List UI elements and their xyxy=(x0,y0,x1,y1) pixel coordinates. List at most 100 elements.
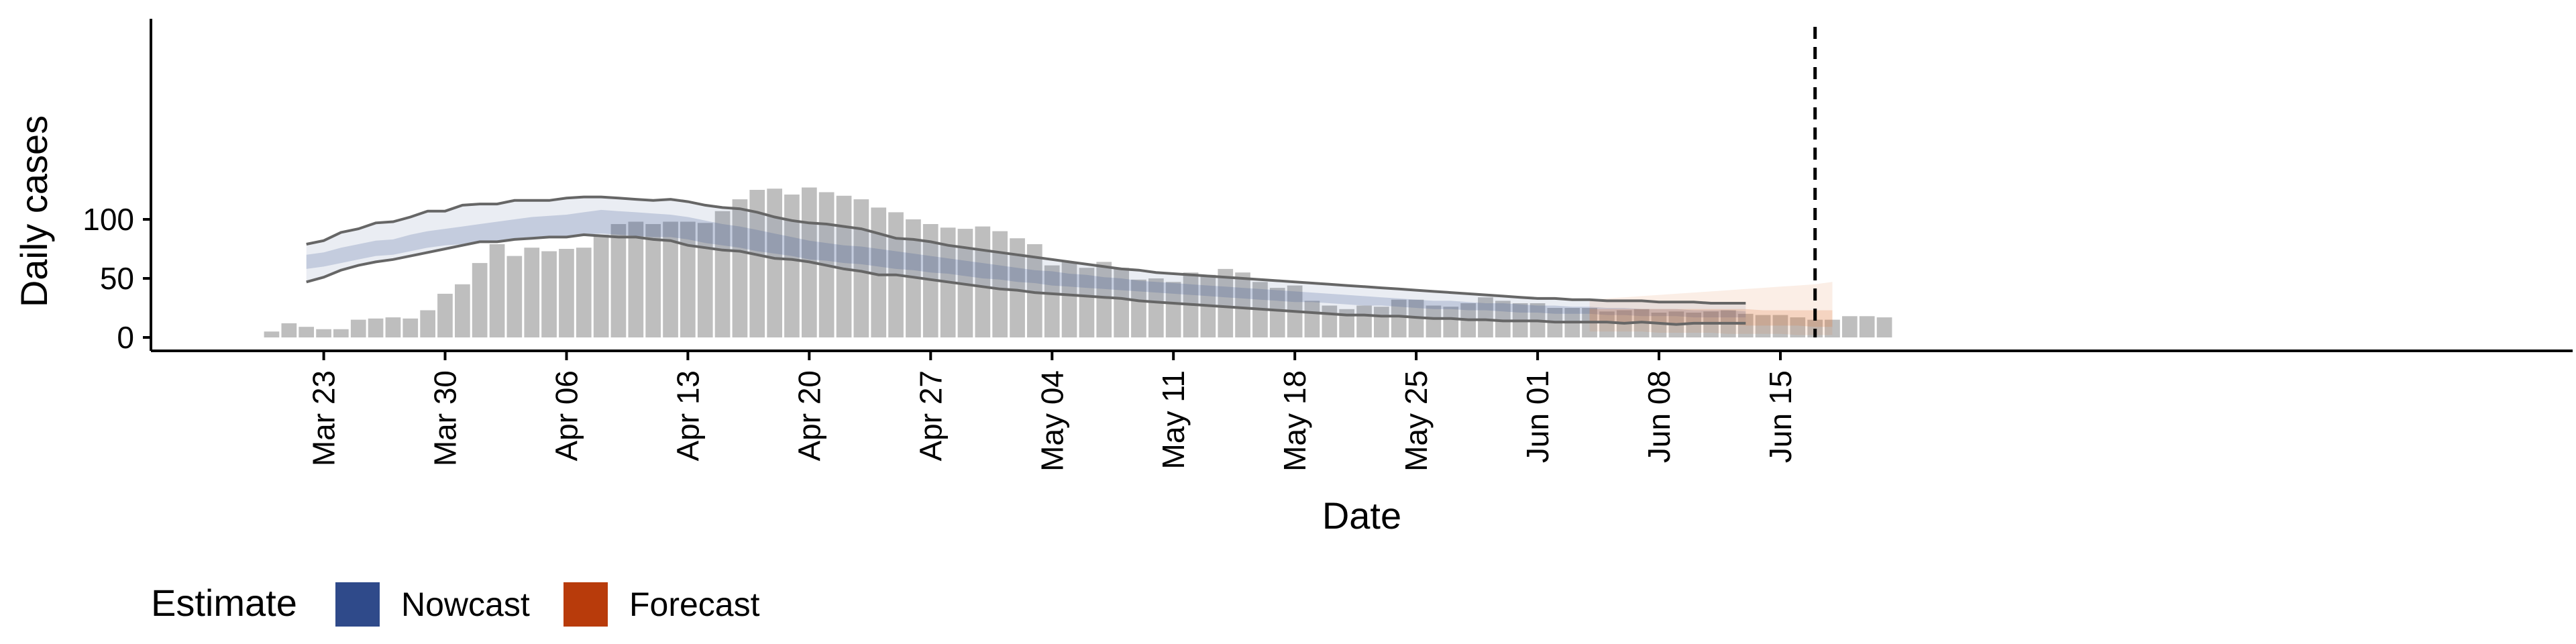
x-axis-ticks: Mar 23 Mar 30 Apr 06 Apr 13 Apr 20 Apr 27 May … xyxy=(307,351,1798,472)
bar xyxy=(316,329,331,337)
bar xyxy=(1790,317,1806,337)
bar xyxy=(610,224,627,337)
bar xyxy=(1737,313,1754,337)
bar xyxy=(1825,319,1840,337)
bar xyxy=(628,221,644,337)
x-tick-label: May 04 xyxy=(1034,370,1069,472)
bar xyxy=(1876,317,1892,337)
bar xyxy=(714,211,731,337)
y-axis-ticks: 0 50 100 xyxy=(83,202,151,355)
bar xyxy=(1235,272,1250,337)
lines-layer xyxy=(306,195,1746,326)
bar xyxy=(1807,319,1823,337)
nowcast-outer-band xyxy=(306,197,1746,325)
bar xyxy=(1010,238,1025,337)
bar xyxy=(576,248,592,337)
bar xyxy=(1027,244,1042,337)
bar xyxy=(368,318,384,337)
bar xyxy=(992,231,1008,337)
bar xyxy=(1391,299,1407,337)
bar xyxy=(264,331,280,337)
bar xyxy=(281,323,297,337)
bar xyxy=(1755,315,1771,337)
bar xyxy=(455,284,470,337)
bar xyxy=(680,221,696,337)
bar xyxy=(663,221,678,337)
bar xyxy=(524,248,540,337)
legend-swatch-forecast xyxy=(564,582,608,627)
bar xyxy=(1218,268,1234,337)
bar xyxy=(1599,311,1615,337)
bar xyxy=(385,317,401,337)
bar xyxy=(350,319,366,337)
bar xyxy=(1772,315,1788,337)
legend-swatch-nowcast xyxy=(335,582,380,627)
x-tick-label: Apr 13 xyxy=(670,370,705,462)
nowcast-lower-line xyxy=(306,233,1746,326)
bar xyxy=(1304,301,1320,337)
bar xyxy=(1114,268,1129,337)
bar xyxy=(420,310,435,337)
x-tick-label: May 11 xyxy=(1156,370,1191,469)
bar xyxy=(1079,268,1095,337)
x-tick-label: Apr 06 xyxy=(549,370,584,462)
bar xyxy=(697,223,713,337)
x-tick-label: May 25 xyxy=(1399,370,1434,472)
bar xyxy=(333,329,349,337)
x-tick-label: Apr 27 xyxy=(913,370,948,462)
legend: Estimate Nowcast Forecast xyxy=(151,582,760,627)
bar xyxy=(836,195,852,337)
bar xyxy=(1443,307,1459,337)
bar xyxy=(559,249,574,337)
bar xyxy=(1842,316,1858,337)
x-tick-label: Apr 20 xyxy=(792,370,826,462)
bar xyxy=(1686,313,1701,337)
bar xyxy=(749,190,765,337)
bar xyxy=(784,195,800,337)
bar xyxy=(402,318,419,337)
bars-layer xyxy=(264,187,1892,337)
nowcast-upper-line xyxy=(306,195,1746,305)
bar xyxy=(1651,313,1667,337)
x-tick-label: Jun 15 xyxy=(1763,370,1798,463)
bar xyxy=(1148,278,1164,337)
bar xyxy=(853,199,869,337)
bar xyxy=(593,234,609,337)
bar xyxy=(1131,279,1146,337)
bar xyxy=(975,226,991,337)
y-tick-label: 100 xyxy=(83,202,134,237)
x-tick-label: May 18 xyxy=(1277,370,1312,472)
nowcast-inner-band xyxy=(306,209,1746,318)
bar xyxy=(1165,282,1181,337)
y-axis-title: Daily cases xyxy=(13,115,55,307)
bar xyxy=(871,207,887,337)
bar xyxy=(645,224,661,337)
bar xyxy=(732,199,748,337)
bar xyxy=(767,189,782,337)
legend-title: Estimate xyxy=(151,582,297,624)
bar xyxy=(1426,305,1442,337)
x-axis-title: Date xyxy=(1322,494,1401,537)
bar xyxy=(541,251,557,337)
x-tick-label: Mar 23 xyxy=(307,370,341,466)
bar xyxy=(1356,305,1372,337)
bar xyxy=(299,327,314,337)
x-tick-label: Jun 08 xyxy=(1642,370,1676,463)
forecast-outer-band xyxy=(1589,282,1833,335)
y-tick-label: 0 xyxy=(117,320,134,355)
bar xyxy=(1495,301,1511,337)
x-tick-label: Mar 30 xyxy=(428,370,463,466)
bar xyxy=(1374,307,1389,337)
legend-label-forecast: Forecast xyxy=(629,586,760,623)
x-tick-label: Jun 01 xyxy=(1520,370,1555,463)
bar xyxy=(489,244,505,337)
bar xyxy=(506,256,523,337)
legend-label-nowcast: Nowcast xyxy=(401,586,530,623)
bar xyxy=(1096,262,1112,337)
bar xyxy=(472,263,488,337)
bar xyxy=(1061,262,1077,337)
y-tick-label: 50 xyxy=(100,261,134,296)
bar xyxy=(1859,316,1875,337)
bar xyxy=(1269,288,1285,337)
